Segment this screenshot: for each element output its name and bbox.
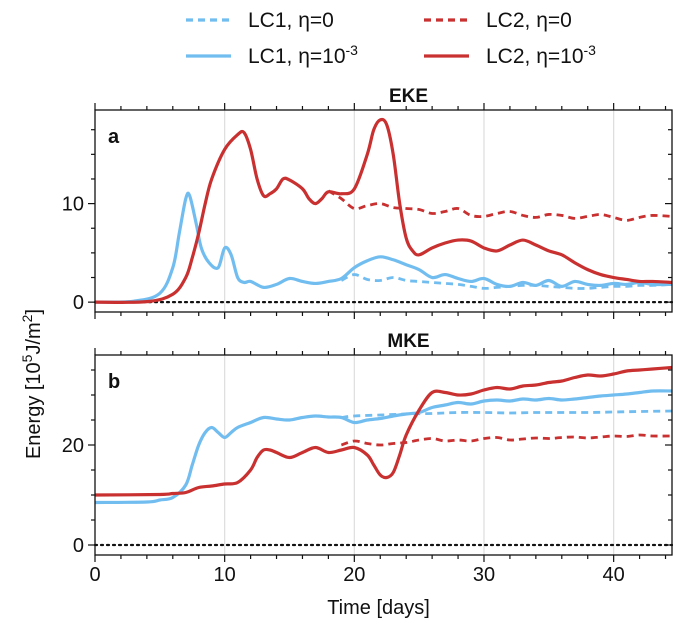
legend-label-lc1-eta0: LC1, η=0: [248, 9, 334, 32]
legend: LC1, η=0 LC2, η=0 LC1, η=10-3 LC2, η=10-…: [186, 9, 596, 68]
series-lc2-eta3: [94, 365, 673, 497]
panel-a-frame: [94, 109, 673, 313]
series-lc1-eta3: [94, 389, 673, 505]
panel-b-letter: b: [108, 371, 120, 393]
panel-a-grid: [93, 110, 673, 312]
y-tick-label: 0: [73, 535, 84, 557]
legend-label-lc1-eta3: LC1, η=10-3: [248, 42, 358, 68]
panel-a-series: [94, 117, 673, 304]
series-lc1-eta0: [340, 273, 673, 290]
panel-b-title: MKE: [387, 331, 429, 352]
y-tick-label: 0: [73, 292, 84, 314]
series-lc2-eta3: [94, 117, 673, 304]
x-tick-label: 40: [603, 564, 625, 586]
x-tick-label: 0: [89, 564, 100, 586]
legend-label-lc2-eta3: LC2, η=10-3: [486, 42, 596, 68]
series-lc2-eta0: [340, 433, 673, 447]
panel-b-grid: [93, 355, 673, 555]
x-axis-label: Time [days]: [327, 597, 430, 619]
panel-a: 0 10 EKE a: [62, 86, 673, 319]
panel-b: 0 10 20 30 40 0 20 MKE b Time [days]: [62, 331, 673, 619]
panel-b-ticks: 0 10 20 30 40 0 20: [62, 348, 672, 586]
x-tick-label: 30: [473, 564, 495, 586]
panel-b-frame: [94, 354, 673, 556]
panel-a-letter: a: [108, 126, 120, 148]
series-lc1-eta0: [341, 409, 673, 419]
panel-b-series: [94, 365, 673, 505]
x-tick-label: 20: [343, 564, 365, 586]
y-tick-label: 20: [62, 435, 84, 457]
x-tick-label: 10: [214, 564, 236, 586]
panel-a-title: EKE: [389, 86, 428, 107]
y-tick-label: 10: [62, 194, 84, 216]
series-lc2-eta0: [327, 189, 673, 222]
y-axis-label: Energy [105J/m2]: [19, 309, 45, 459]
series-lc1-eta3: [94, 191, 673, 304]
panel-a-ticks: 0 10: [62, 103, 672, 319]
legend-label-lc2-eta0: LC2, η=0: [486, 9, 572, 32]
